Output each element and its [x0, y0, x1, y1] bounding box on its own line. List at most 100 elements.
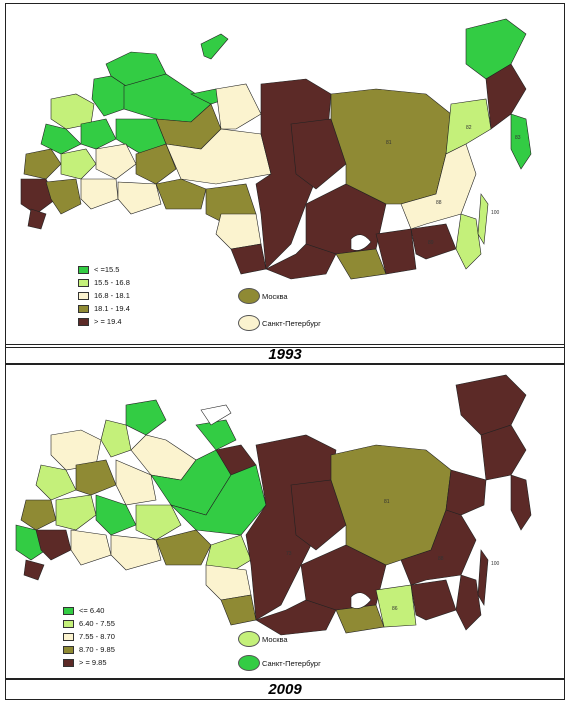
region-nenets: [195, 419, 237, 451]
region-s-4: [117, 181, 162, 215]
region-s-2: [45, 178, 82, 215]
legend-swatch: [78, 318, 89, 326]
region-nw-2: [40, 123, 82, 155]
region-number-amur: 89: [428, 240, 434, 246]
spb-label: Санкт-Петербург: [262, 319, 321, 328]
legend-swatch: [63, 633, 74, 641]
region-magadan: [445, 98, 492, 155]
region-chita: [375, 228, 417, 275]
region-novosib: [215, 213, 262, 250]
region-number-kamchatka: 83: [515, 135, 521, 141]
legend-1993: < =15.5 15.5 - 16.8 16.8 - 18.1 18.1 - 1…: [78, 265, 198, 326]
region-number-magadan: 82: [466, 125, 472, 131]
region-kamchatka: [510, 474, 532, 531]
legend-swatch: [78, 305, 89, 313]
region-number-sakhalin-island: 100: [491, 210, 500, 216]
region-chita: [375, 584, 417, 628]
region-magadan: [445, 469, 487, 516]
spb-marker-2009: Санкт-Петербург: [238, 655, 368, 671]
moscow-dot: [238, 288, 260, 304]
region-c-2: [55, 494, 97, 531]
legend-swatch: [63, 620, 74, 628]
region-sakhalin: [477, 549, 489, 606]
region-primorye: [455, 574, 482, 631]
region-s-3: [80, 178, 119, 210]
moscow-dot: [238, 631, 260, 647]
legend-2009: <= 6.40 6.40 - 7.55 7.55 - 8.70 8.70 - 9…: [63, 606, 183, 667]
region-number-krasnoyarsk: 73: [286, 551, 292, 557]
region-koryak: [480, 424, 527, 481]
region-khanty: [169, 464, 267, 536]
year-label-2009: 2009: [268, 681, 302, 698]
legend-swatch: [78, 266, 89, 274]
region-s-4: [110, 534, 162, 571]
region-novosib: [205, 564, 252, 601]
region-evenkia: [290, 479, 347, 551]
region-buryatia: [335, 604, 385, 634]
spb-label: Санкт-Петербург: [262, 659, 321, 668]
year-bar-2009: [5, 678, 565, 700]
region-number-chita: 86: [392, 606, 398, 612]
region-s-1: [15, 524, 47, 561]
region-c-4: [135, 143, 177, 185]
region-c-2: [60, 148, 97, 180]
region-kamchatka: [510, 113, 532, 170]
region-number-khabarovsk: 88: [438, 556, 444, 562]
region-karelia: [100, 419, 132, 458]
region-nw-2: [35, 464, 77, 501]
legend-swatch: [63, 607, 74, 615]
moscow-marker-1993: Москва: [238, 288, 328, 304]
region-ural-s: [155, 529, 212, 566]
region-novaya-zemlya: [200, 404, 232, 426]
legend-swatch: [63, 659, 74, 667]
region-ural-s: [155, 178, 207, 210]
region-koryak: [485, 63, 527, 130]
lake-baikal: [350, 234, 372, 251]
panel-2009: 73 86 81 88 100 <= 6.40 6.40 - 7.55: [5, 364, 565, 680]
legend-swatch: [78, 279, 89, 287]
legend-swatch: [78, 292, 89, 300]
spb-dot: [238, 655, 260, 671]
region-nw-3: [75, 459, 117, 496]
lake-baikal: [350, 592, 372, 609]
region-nw-4: [115, 459, 157, 506]
moscow-marker-2009: Москва: [238, 631, 328, 647]
region-novaya-zemlya: [200, 33, 229, 60]
region-primorye: [455, 213, 482, 270]
moscow-label: Москва: [262, 635, 288, 644]
region-chukotka: [465, 18, 527, 80]
region-caucasus: [23, 559, 45, 581]
map-2009: 73 86 81 88 100: [15, 374, 532, 636]
region-c-1: [20, 499, 57, 531]
region-sakhalin: [477, 193, 489, 245]
moscow-label: Москва: [262, 292, 288, 301]
region-s-1: [20, 178, 57, 215]
region-krasnoyarsk: [245, 434, 337, 621]
region-nw-3: [80, 118, 117, 150]
region-s-2: [35, 529, 72, 561]
spb-dot: [238, 315, 260, 331]
region-altai: [230, 243, 267, 275]
region-c-1: [23, 148, 62, 180]
region-number-sakha: 81: [386, 140, 392, 146]
region-number-sakha: 81: [384, 499, 390, 505]
region-c-3: [95, 494, 137, 536]
region-chukotka: [455, 374, 527, 436]
region-buryatia: [335, 248, 387, 280]
region-number-khabarovsk: 88: [436, 200, 442, 206]
map-1993: 81 82 83 88 89 100: [20, 18, 532, 280]
spb-marker-1993: Санкт-Петербург: [238, 315, 368, 331]
year-label-1993: 1993: [268, 346, 302, 363]
panel-1993: 81 82 83 88 89 100 < =15.5 15.5 - 16.8 1…: [5, 3, 565, 348]
region-amur: [410, 223, 457, 260]
region-number-sakhalin-island: 100: [491, 561, 500, 567]
region-c-4: [135, 504, 182, 541]
region-evenkia: [290, 118, 347, 190]
region-amur: [410, 579, 457, 621]
region-altai: [220, 594, 257, 626]
region-yamal: [215, 83, 262, 130]
region-caucasus: [27, 208, 47, 230]
region-murmansk: [125, 399, 167, 436]
region-s-3: [70, 529, 112, 566]
region-c-3: [95, 143, 137, 180]
